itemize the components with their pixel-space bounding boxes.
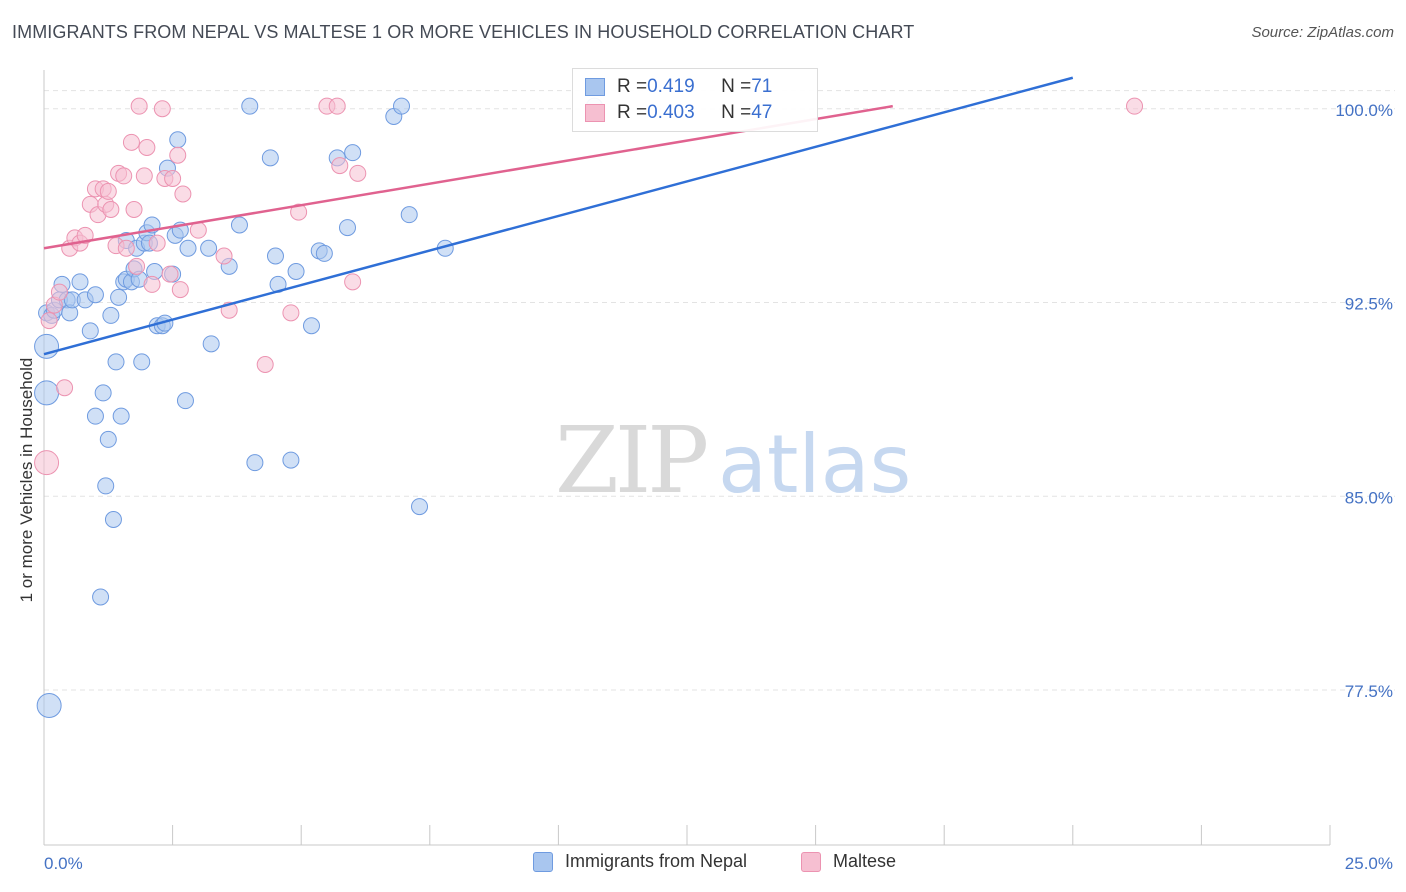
legend-swatch-nepal-bottom	[533, 852, 553, 872]
nepal-point	[37, 694, 61, 718]
nepal-point	[247, 455, 263, 471]
maltese-point	[283, 305, 299, 321]
maltese-point	[162, 266, 178, 282]
nepal-point	[339, 220, 355, 236]
r-label-nepal: R =	[617, 76, 647, 98]
nepal-point	[283, 452, 299, 468]
maltese-point	[175, 186, 191, 202]
legend-row-nepal: R = 0.419 N = 71	[585, 75, 772, 99]
maltese-point	[165, 171, 181, 187]
nepal-point	[108, 354, 124, 370]
nepal-point	[35, 334, 59, 358]
maltese-point	[51, 284, 67, 300]
n-value-nepal: 71	[751, 76, 772, 98]
y-tick-label: 85.0%	[1345, 488, 1393, 507]
nepal-point	[262, 150, 278, 166]
r-value-maltese: 0.403	[647, 102, 721, 124]
maltese-point	[350, 165, 366, 181]
nepal-point	[401, 207, 417, 223]
legend-label-maltese: Maltese	[833, 851, 896, 872]
nepal-point	[113, 408, 129, 424]
maltese-point	[1127, 98, 1143, 114]
maltese-point	[41, 313, 57, 329]
nepal-point	[87, 287, 103, 303]
nepal-point	[100, 431, 116, 447]
maltese-point	[149, 235, 165, 251]
nepal-point	[87, 408, 103, 424]
nepal-point	[394, 98, 410, 114]
maltese-point	[126, 202, 142, 218]
nepal-point	[35, 381, 59, 405]
maltese-point	[154, 101, 170, 117]
maltese-point	[139, 140, 155, 156]
maltese-point	[345, 274, 361, 290]
r-value-nepal: 0.419	[647, 76, 721, 98]
n-label-nepal: N =	[721, 76, 751, 98]
legend-item-maltese[interactable]: Maltese	[801, 851, 896, 872]
n-label-maltese: N =	[721, 102, 751, 124]
legend-row-maltese: R = 0.403 N = 47	[585, 101, 772, 125]
maltese-point	[216, 248, 232, 264]
maltese-point	[118, 240, 134, 256]
scatter-chart: ZIP atlas77.5%85.0%92.5%100.0%0.0% 25.0%	[0, 0, 1406, 892]
nepal-point	[111, 289, 127, 305]
nepal-point	[82, 323, 98, 339]
nepal-point	[93, 589, 109, 605]
nepal-point	[103, 307, 119, 323]
nepal-point	[412, 499, 428, 515]
nepal-point	[231, 217, 247, 233]
nepal-point	[95, 385, 111, 401]
series-legend: Immigrants from Nepal Maltese	[0, 851, 1406, 879]
maltese-point	[170, 147, 186, 163]
maltese-point	[257, 357, 273, 373]
maltese-point	[136, 168, 152, 184]
y-tick-label: 77.5%	[1345, 682, 1393, 701]
nepal-point	[267, 248, 283, 264]
watermark-atlas: atlas	[718, 418, 911, 511]
n-value-maltese: 47	[751, 102, 772, 124]
legend-item-nepal[interactable]: Immigrants from Nepal	[533, 851, 747, 872]
maltese-point	[172, 282, 188, 298]
nepal-point	[72, 274, 88, 290]
watermark-zip: ZIP	[555, 407, 706, 514]
nepal-point	[98, 478, 114, 494]
maltese-point	[123, 134, 139, 150]
maltese-point	[332, 158, 348, 174]
legend-swatch-nepal	[585, 78, 605, 96]
nepal-point	[105, 512, 121, 528]
y-tick-label: 92.5%	[1345, 295, 1393, 314]
nepal-point	[316, 245, 332, 261]
nepal-point	[201, 240, 217, 256]
maltese-point	[100, 183, 116, 199]
legend-label-nepal: Immigrants from Nepal	[565, 851, 747, 872]
maltese-point	[131, 98, 147, 114]
nepal-point	[288, 264, 304, 280]
nepal-point	[177, 393, 193, 409]
maltese-point	[103, 202, 119, 218]
nepal-point	[180, 240, 196, 256]
correlation-legend: R = 0.419 N = 71 R = 0.403 N = 47	[572, 68, 818, 132]
nepal-trend-line	[44, 78, 1073, 354]
legend-swatch-maltese-bottom	[801, 852, 821, 872]
maltese-point	[144, 276, 160, 292]
nepal-point	[345, 145, 361, 161]
nepal-point	[170, 132, 186, 148]
maltese-point	[57, 380, 73, 396]
maltese-point	[35, 451, 59, 475]
maltese-point	[116, 168, 132, 184]
nepal-point	[203, 336, 219, 352]
nepal-point	[303, 318, 319, 334]
y-tick-label: 100.0%	[1335, 101, 1393, 120]
nepal-point	[134, 354, 150, 370]
maltese-point	[129, 258, 145, 274]
legend-swatch-maltese	[585, 104, 605, 122]
nepal-point	[242, 98, 258, 114]
r-label-maltese: R =	[617, 102, 647, 124]
maltese-point	[329, 98, 345, 114]
